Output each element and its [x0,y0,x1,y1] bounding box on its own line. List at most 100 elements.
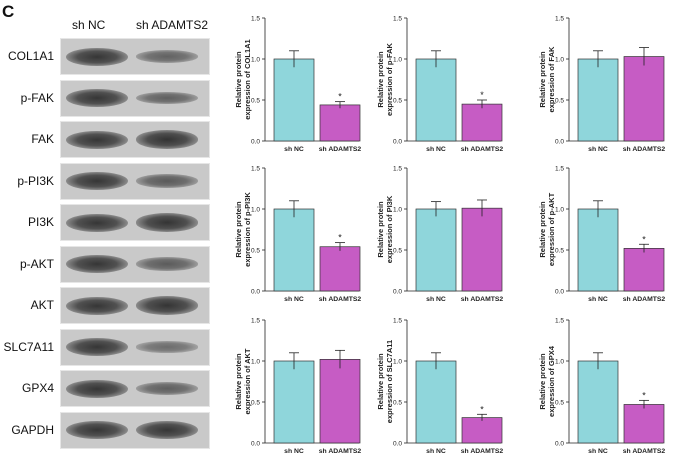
blot-band [136,174,198,188]
y-axis-label: expression of SLC7A11 [385,340,394,423]
y-axis-label: Relative protein [538,353,547,410]
blot-band [66,172,128,190]
bar [273,58,315,142]
blot-row: GAPDH [0,410,215,451]
x-tick-label: sh ADAMTS2 [319,146,362,153]
significance-marker: * [642,234,646,244]
y-tick-label: 1.0 [555,207,564,214]
bar [415,360,457,444]
blot-row: GPX4 [0,368,215,409]
y-axis-label: Relative protein [234,201,243,258]
x-tick-label: sh ADAMTS2 [461,146,504,153]
y-tick-label: 1.0 [555,57,564,64]
blot-row-label: GPX4 [21,381,54,395]
y-tick-label: 0.5 [251,98,260,105]
x-tick-label: sh NC [588,448,608,454]
blot-strip [60,245,210,283]
blot-band [66,379,128,398]
blot-row: AKT [0,285,215,326]
blot-band [136,257,198,271]
blot-strip [60,79,210,117]
y-axis-label: Relative protein [234,353,243,410]
significance-marker: * [338,233,342,243]
blot-row-label: p-PI3K [17,173,54,188]
y-tick-label: 0.5 [251,248,260,255]
blot-band [66,213,128,232]
bar [577,58,619,142]
blot-row: SLC7A11 [0,327,215,368]
y-axis-label: Relative protein [234,51,243,108]
blot-row-label: AKT [30,298,54,312]
x-tick-label: sh ADAMTS2 [461,448,504,454]
y-tick-label: 0.5 [555,98,564,105]
y-tick-label: 1.5 [393,166,402,173]
x-tick-label: sh NC [426,296,446,303]
y-tick-label: 1.5 [251,166,260,173]
y-axis-label: expression of p-PI3K [243,192,252,267]
y-axis-label: Relative protein [538,201,547,258]
bar [577,208,619,292]
y-axis-label: expression of p-FAK [385,42,394,116]
bar [319,359,361,444]
blot-band [136,50,198,63]
blot-strip [60,411,210,449]
blot-row: p-PI3K [0,161,215,202]
blot-band [136,341,198,353]
y-tick-label: 0.0 [251,289,260,296]
y-tick-label: 1.5 [251,318,260,325]
panel-label: C [2,2,15,21]
blot-row-label: GAPDH [11,422,54,437]
y-tick-label: 0.5 [393,400,402,407]
y-tick-label: 1.0 [393,57,402,64]
blot-strip [60,121,210,158]
bar [415,208,457,292]
blot-row: p-AKT [0,244,215,285]
blot-row-label: PI3K [27,215,54,229]
blot-strip [60,162,210,200]
x-tick-label: sh NC [588,146,608,153]
bar [623,404,665,444]
bar [623,248,665,292]
y-tick-label: 0.0 [555,289,564,296]
y-tick-label: 0.5 [251,400,260,407]
x-tick-label: sh ADAMTS2 [623,296,666,303]
significance-marker: * [480,90,484,100]
y-tick-label: 0.0 [393,289,402,296]
y-tick-label: 0.0 [251,441,260,448]
lane-header-sh-adamts2: sh ADAMTS2 [136,18,209,32]
x-tick-label: sh NC [426,146,446,153]
y-tick-label: 0.0 [555,441,564,448]
y-tick-label: 0.5 [555,400,564,407]
y-axis-label: expression of GPX4 [547,345,556,417]
y-axis-label: expression of FAK [547,46,556,112]
lane-header-sh-nc: sh NC [72,18,106,32]
y-axis-label: Relative protein [538,51,547,108]
blot-strip [60,287,210,324]
blot-band [136,421,198,439]
blot-band [66,296,128,315]
blot-row-label: p-FAK [20,90,54,105]
blot-row-label: FAK [31,132,54,146]
x-tick-label: sh ADAMTS2 [623,146,666,153]
x-tick-label: sh ADAMTS2 [461,296,504,303]
y-tick-label: 1.5 [555,318,564,325]
x-tick-label: sh NC [426,448,446,454]
bar [273,208,315,292]
blot-row-label: COL1A1 [7,49,54,63]
blot-strip [60,204,210,241]
y-tick-label: 0.5 [555,248,564,255]
y-tick-label: 1.5 [555,16,564,23]
x-tick-label: sh NC [284,448,304,454]
bar [461,103,503,142]
blot-row: FAK [0,119,215,160]
blot-band [136,130,198,149]
bar [577,360,619,444]
y-tick-label: 1.5 [555,166,564,173]
y-tick-label: 1.0 [251,57,260,64]
y-axis-label: expression of COL1A1 [243,39,252,119]
x-tick-label: sh ADAMTS2 [623,448,666,454]
y-axis-label: Relative protein [376,51,385,108]
y-tick-label: 1.5 [393,16,402,23]
y-tick-label: 1.0 [393,359,402,366]
